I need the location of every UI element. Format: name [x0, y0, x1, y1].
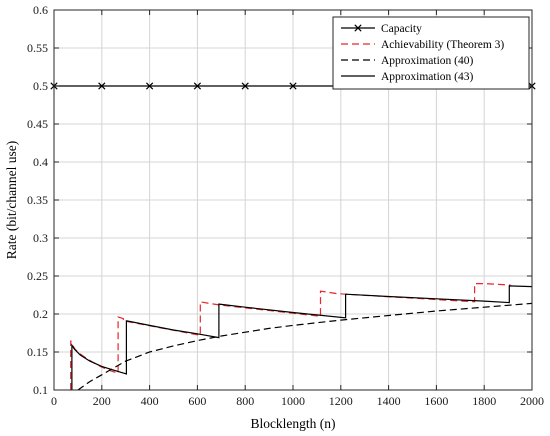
series-line-achievability-theorem-3	[70, 283, 511, 390]
x-tick-label: 0	[51, 394, 57, 408]
x-tick-label: 600	[188, 394, 206, 408]
x-tick-label: 1400	[377, 394, 401, 408]
series-line-approximation-43	[71, 285, 533, 390]
series-line-approximation-40	[77, 302, 533, 391]
x-tick-label: 1800	[472, 394, 496, 408]
legend: Capacity Achievability (Theorem 3) Approxi…	[332, 16, 530, 90]
legend-entry: Achievability (Theorem 3)	[381, 39, 504, 51]
capacity-marker	[145, 82, 154, 90]
capacity-marker	[241, 82, 249, 90]
y-tick-label: 0.15	[27, 345, 48, 359]
y-tick-label: 0.2	[33, 307, 48, 321]
y-tick-label: 0.5	[33, 79, 48, 93]
capacity-marker	[98, 82, 106, 90]
legend-entry: Approximation (43)	[381, 71, 473, 83]
capacity-marker	[289, 82, 297, 90]
legend-entry: Approximation (40)	[381, 55, 473, 67]
legend-box	[332, 16, 530, 90]
y-tick-label: 0.25	[27, 269, 48, 283]
axis-ticks: 0 200 400 600 800 1000 1200 1400 1600 1800 2000 0.1…	[27, 3, 544, 408]
x-tick-label: 1000	[281, 394, 305, 408]
y-tick-label: 0.35	[27, 193, 48, 207]
capacity-marker	[193, 82, 202, 90]
legend-marker	[354, 24, 362, 32]
y-axis-label: Rate (bit/channel use)	[4, 141, 19, 259]
y-tick-label: 0.6	[33, 3, 48, 17]
x-tick-label: 800	[236, 394, 254, 408]
x-tick-label: 1600	[424, 394, 448, 408]
y-tick-label: 0.4	[33, 155, 48, 169]
legend-entry: Capacity	[381, 23, 422, 35]
x-axis-label: Blocklength (n)	[250, 416, 335, 431]
x-tick-label: 200	[93, 394, 111, 408]
x-tick-label: 1200	[329, 394, 353, 408]
y-tick-label: 0.55	[27, 41, 48, 55]
y-tick-label: 0.3	[33, 231, 48, 245]
x-tick-label: 400	[141, 394, 159, 408]
y-tick-label: 0.45	[27, 117, 48, 131]
y-tick-label: 0.1	[33, 383, 48, 397]
x-tick-label: 2000	[520, 394, 544, 408]
